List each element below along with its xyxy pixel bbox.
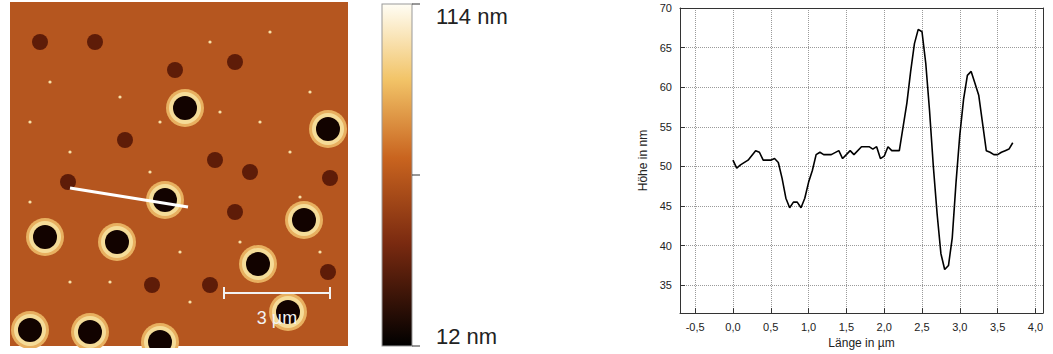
svg-text:0,0: 0,0 bbox=[725, 321, 740, 333]
svg-text:114 nm: 114 nm bbox=[436, 4, 508, 29]
svg-text:40: 40 bbox=[660, 240, 672, 252]
svg-text:4,0: 4,0 bbox=[1028, 321, 1043, 333]
svg-text:70: 70 bbox=[660, 2, 672, 14]
svg-text:Länge in µm: Länge in µm bbox=[828, 336, 894, 350]
svg-text:55: 55 bbox=[660, 121, 672, 133]
svg-text:0,5: 0,5 bbox=[763, 321, 778, 333]
svg-text:1,5: 1,5 bbox=[839, 321, 854, 333]
svg-text:3,5: 3,5 bbox=[990, 321, 1005, 333]
svg-text:3 µm: 3 µm bbox=[257, 308, 297, 328]
svg-text:2,0: 2,0 bbox=[877, 321, 892, 333]
svg-text:Höhe in nm: Höhe in nm bbox=[636, 130, 650, 191]
svg-text:45: 45 bbox=[660, 200, 672, 212]
svg-text:60: 60 bbox=[660, 81, 672, 93]
svg-text:12 nm: 12 nm bbox=[436, 324, 497, 349]
svg-text:35: 35 bbox=[660, 279, 672, 291]
svg-text:3,0: 3,0 bbox=[952, 321, 967, 333]
svg-text:50: 50 bbox=[660, 160, 672, 172]
svg-text:1,0: 1,0 bbox=[801, 321, 816, 333]
svg-text:-0,5: -0,5 bbox=[686, 321, 705, 333]
svg-text:2,5: 2,5 bbox=[914, 321, 929, 333]
svg-text:65: 65 bbox=[660, 42, 672, 54]
